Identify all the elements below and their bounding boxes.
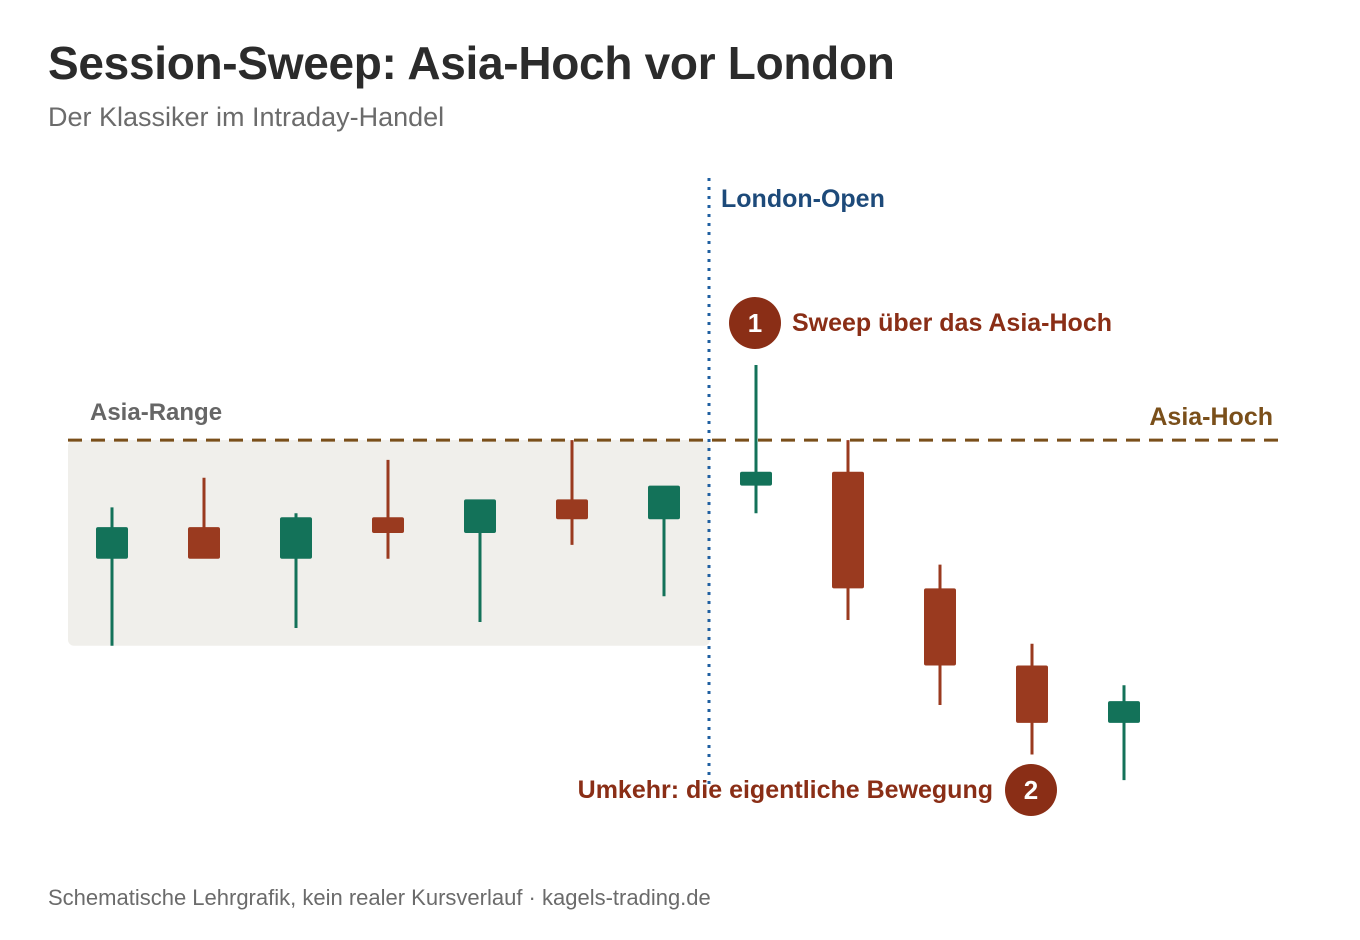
candle-6: [556, 440, 588, 545]
annotation-1-badge: [729, 297, 781, 349]
page-title: Session-Sweep: Asia-Hoch vor London: [48, 37, 895, 89]
candle-body: [372, 517, 404, 534]
annotation-1-number: 1: [748, 308, 762, 338]
page-subtitle: Der Klassiker im Intraday-Handel: [48, 102, 445, 132]
candle-body: [1108, 701, 1140, 723]
candle-body: [924, 588, 956, 666]
asia-high-label: Asia-Hoch: [1149, 403, 1273, 431]
candle-body: [188, 527, 220, 559]
candle-10: [924, 564, 956, 706]
candle-9: [832, 440, 864, 621]
candles-layer: [96, 365, 1140, 781]
candle-1: [96, 507, 128, 646]
candle-4: [372, 459, 404, 559]
candle-body: [832, 471, 864, 589]
candle-5: [464, 499, 496, 623]
candle-11: [1016, 643, 1048, 755]
candle-body: [280, 517, 312, 559]
candle-body: [464, 499, 496, 534]
london-open-label: London-Open: [721, 185, 885, 213]
candle-8: [740, 365, 772, 514]
candle-2: [188, 477, 220, 559]
annotation-2-number: 2: [1024, 775, 1038, 805]
annotation-2-text: Umkehr: die eigentliche Bewegung: [578, 776, 993, 804]
footer-note: Schematische Lehrgrafik, kein realer Kur…: [48, 885, 711, 910]
asia-range-label: Asia-Range: [90, 399, 222, 426]
candle-body: [96, 527, 128, 559]
annotation-sweep: 1 Sweep über das Asia-Hoch: [729, 297, 1112, 349]
candle-3: [280, 513, 312, 628]
candle-7: [648, 485, 680, 597]
annotation-reversal: 2 Umkehr: die eigentliche Bewegung: [578, 764, 1057, 816]
candle-body: [556, 499, 588, 520]
annotation-1-text: Sweep über das Asia-Hoch: [792, 309, 1112, 337]
candlestick-chart: Asia-Range Asia-Hoch London-Open 1 Sweep…: [68, 178, 1282, 816]
annotation-2-badge: [1005, 764, 1057, 816]
candle-12: [1108, 685, 1140, 781]
candle-body: [1016, 665, 1048, 723]
candle-body: [740, 471, 772, 486]
candle-body: [648, 485, 680, 520]
